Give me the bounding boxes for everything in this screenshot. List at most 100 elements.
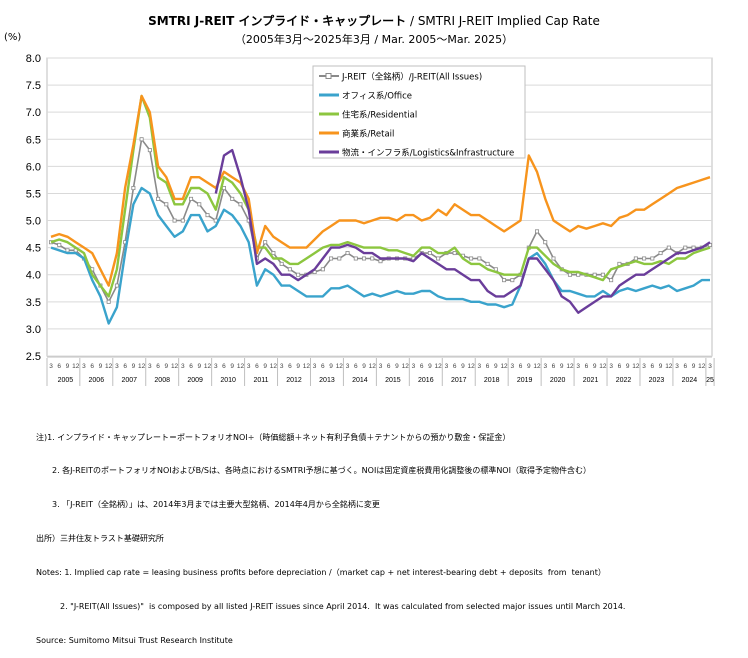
x-month-tick: 3 [576, 363, 580, 370]
legend-label: 商業系/Retail [342, 129, 394, 140]
series-point [329, 256, 334, 261]
series-point [139, 137, 144, 142]
x-month-tick: 9 [593, 363, 597, 370]
series-point [230, 196, 235, 201]
x-year-label: 2020 [550, 377, 566, 384]
series-point [296, 272, 301, 277]
x-month-tick: 3 [445, 363, 449, 370]
x-month-tick: 12 [72, 363, 80, 370]
x-month-tick: 6 [255, 363, 259, 370]
x-month-tick: 9 [165, 363, 169, 370]
x-year-label: 2010 [220, 377, 236, 384]
x-year-label: 2015 [385, 377, 401, 384]
x-month-tick: 9 [99, 363, 103, 370]
y-tick-label: 7.0 [26, 107, 41, 119]
x-month-tick: 12 [138, 363, 146, 370]
series-point [469, 256, 474, 261]
x-month-tick: 9 [197, 363, 201, 370]
x-month-tick: 3 [82, 363, 86, 370]
series-line-1 [50, 186, 710, 325]
series-point [57, 242, 62, 247]
x-month-tick: 12 [566, 363, 574, 370]
x-month-tick: 6 [189, 363, 193, 370]
x-month-tick: 3 [543, 363, 547, 370]
x-year-label: 2021 [583, 377, 599, 384]
series-point [345, 251, 350, 256]
chart-title-rest: / SMTRI J-REIT Implied Cap Rate [406, 14, 600, 28]
x-month-tick: 6 [552, 363, 556, 370]
x-month-tick: 6 [585, 363, 589, 370]
x-month-tick: 12 [467, 363, 475, 370]
x-month-tick: 3 [675, 363, 679, 370]
series-point [156, 196, 161, 201]
note-line: 注)1. インプライド・キャップレート＝ポートフォリオNOI÷（時価総額＋ネット… [36, 432, 511, 442]
x-month-tick: 12 [698, 363, 706, 370]
x-year-label: 2008 [154, 377, 170, 384]
series-point [650, 256, 655, 261]
series-point [502, 278, 507, 283]
x-month-tick: 12 [105, 363, 113, 370]
chart-title: SMTRI J-REIT インプライド・キャップレート / SMTRI J-RE… [0, 12, 748, 29]
x-year-label: 2024 [682, 377, 698, 384]
legend-label: J-REIT（全銘柄）/J-REIT(All Issues) [341, 72, 482, 83]
series-point [609, 278, 614, 283]
series-point [452, 251, 457, 256]
series-point [477, 256, 482, 261]
series-point [427, 251, 432, 256]
x-year-label: 2006 [89, 377, 105, 384]
x-month-tick: 6 [387, 363, 391, 370]
series-point [180, 218, 185, 223]
series-point [189, 196, 194, 201]
note-line: 2. "J-REIT(All Issues)" is composed by a… [36, 602, 626, 612]
series-point [378, 259, 383, 264]
series-point [172, 218, 177, 223]
legend-label: 物流・インフラ系/Logistics&Infrastructure [342, 148, 514, 159]
series-point [263, 240, 268, 245]
x-month-tick: 12 [632, 363, 640, 370]
x-month-tick: 12 [270, 363, 278, 370]
x-year-label: 2018 [484, 377, 500, 384]
x-year-label: 2005 [58, 377, 74, 384]
x-month-tick: 6 [354, 363, 358, 370]
x-month-tick: 12 [665, 363, 673, 370]
x-month-tick: 6 [156, 363, 160, 370]
x-month-tick: 3 [379, 363, 383, 370]
x-year-label: 2009 [187, 377, 203, 384]
y-tick-label: 7.5 [26, 80, 41, 92]
x-year-label: 2007 [121, 377, 137, 384]
series-point [114, 283, 119, 288]
series-point [147, 148, 152, 153]
x-month-tick: 3 [708, 363, 712, 370]
implied-cap-rate-chart: 8.07.57.06.56.05.55.04.54.03.53.02.53 6 9 1… [26, 53, 715, 386]
series-line-2 [50, 94, 711, 298]
series-point [551, 256, 556, 261]
series-point [205, 213, 210, 218]
x-month-tick: 3 [214, 363, 218, 370]
x-month-tick: 3 [280, 363, 284, 370]
x-month-tick: 9 [527, 363, 531, 370]
x-month-tick: 3 [412, 363, 416, 370]
x-month-tick: 9 [263, 363, 267, 370]
series-point [683, 245, 688, 250]
series-point [567, 272, 572, 277]
x-year-label: 2016 [418, 377, 434, 384]
series-point [279, 261, 284, 266]
series-point [370, 256, 375, 261]
x-month-tick: 9 [494, 363, 498, 370]
x-month-tick: 9 [395, 363, 399, 370]
x-month-tick: 6 [486, 363, 490, 370]
x-month-tick: 6 [618, 363, 622, 370]
note-line: 3. 「J-REIT（全銘柄）」は、2014年3月までは主要大型銘柄、2014年… [36, 500, 380, 510]
series-point [238, 202, 243, 207]
x-year-label: 2011 [254, 377, 269, 384]
series-point [221, 186, 226, 191]
series-point [271, 251, 276, 256]
x-month-tick: 12 [533, 363, 541, 370]
series-point [353, 256, 358, 261]
x-month-tick: 12 [599, 363, 607, 370]
x-year-label: 2013 [319, 377, 335, 384]
x-month-tick: 6 [453, 363, 457, 370]
x-year-label: 2023 [649, 377, 665, 384]
x-month-tick: 12 [204, 363, 212, 370]
x-month-tick: 9 [659, 363, 663, 370]
